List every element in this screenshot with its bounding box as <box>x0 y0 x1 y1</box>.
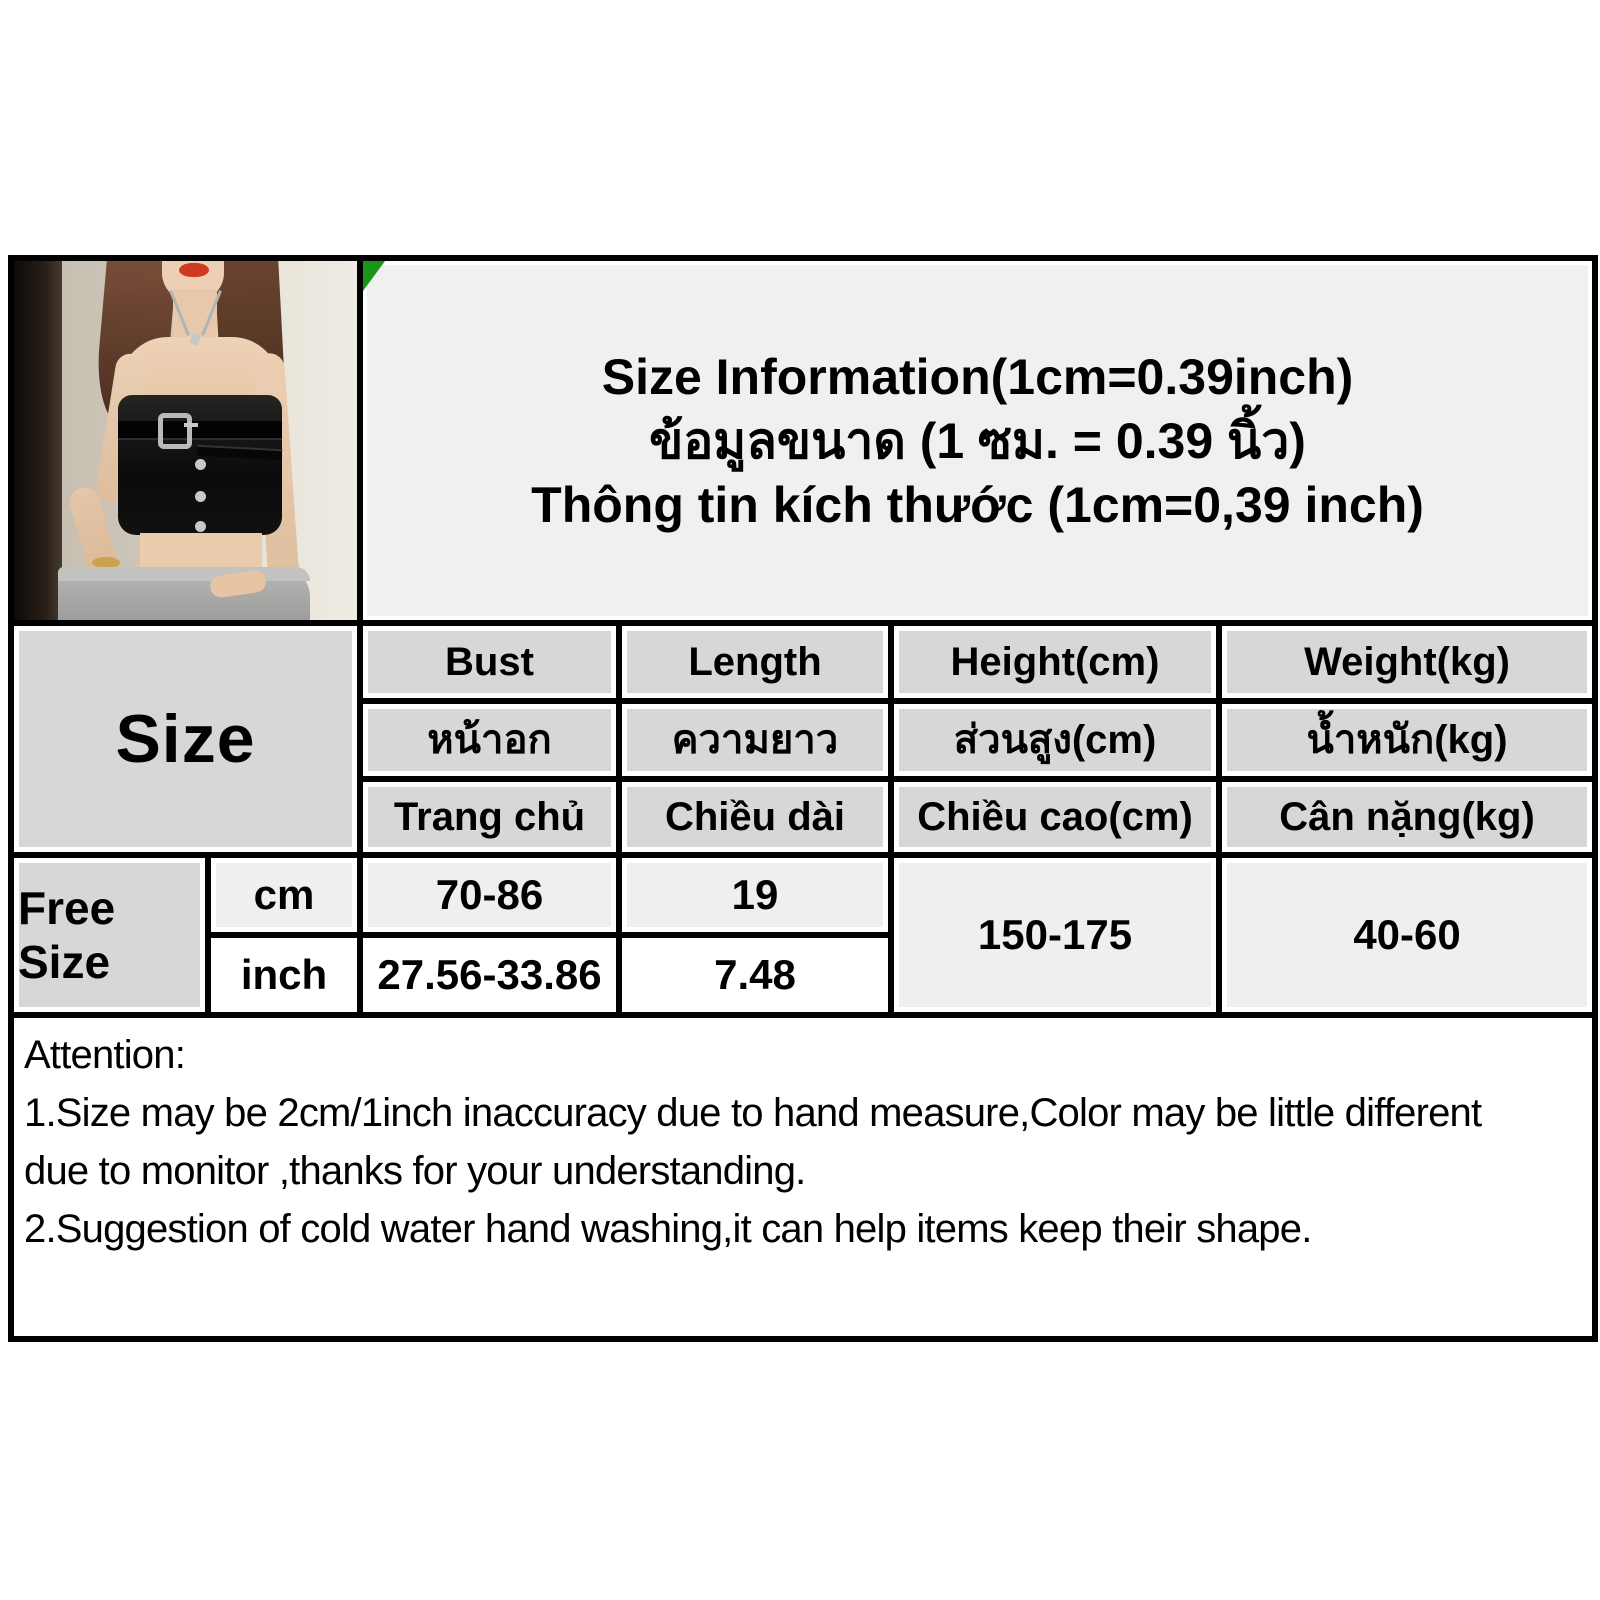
attention-heading: Attention: <box>24 1033 186 1077</box>
bust-header-th: หน้าอก <box>357 698 622 782</box>
model-lips <box>179 264 209 277</box>
weight-header-en: Weight(kg) <box>1215 620 1599 704</box>
table-row: inch 27.56-33.86 7.48 <box>11 932 1595 1018</box>
tube-top-button <box>195 491 206 502</box>
height-range-value: 150-175 <box>888 852 1222 1018</box>
length-cm-value: 19 <box>616 852 894 938</box>
bust-inch-value: 27.56-33.86 <box>357 932 622 1018</box>
green-corner-marker <box>366 264 385 291</box>
weight-range-value: 40-60 <box>1215 852 1599 1018</box>
attention-line: 2.Suggestion of cold water hand washing,… <box>24 1207 1312 1251</box>
attention-line: 1.Size may be 2cm/1inch inaccuracy due t… <box>24 1091 1482 1135</box>
model-bracelet <box>92 557 120 568</box>
height-header-vi: Chiều cao(cm) <box>888 776 1222 858</box>
height-header-th: ส่วนสูง(cm) <box>888 698 1222 782</box>
title-line-vi: Thông tin kích thước (1cm=0,39 inch) <box>531 476 1424 533</box>
length-inch-value: 7.48 <box>616 932 894 1018</box>
product-photo-cell <box>8 255 363 626</box>
size-chart-table: Size Information(1cm=0.39inch) ข้อมูลขนา… <box>7 255 1599 1342</box>
model-midriff <box>140 533 262 573</box>
size-chart-sheet: Size Information(1cm=0.39inch) ข้อมูลขนา… <box>7 255 1599 1342</box>
black-tube-top <box>118 395 283 535</box>
free-size-label: Free Size <box>8 852 211 1018</box>
table-row: Free Size cm 70-86 19 150-175 40-60 <box>8 852 1599 1018</box>
belt-pin <box>184 423 198 427</box>
length-header-vi: Chiều dài <box>616 776 894 858</box>
tube-top-strap <box>196 444 283 461</box>
title-line-en: Size Information(1cm=0.39inch) <box>601 348 1354 405</box>
size-corner-label: Size <box>115 701 256 777</box>
belt-buckle <box>158 413 192 449</box>
title-line-th: ข้อมูลขนาด (1 ซม. = 0.39 นิ้ว) <box>649 412 1306 469</box>
bust-header-vi: Trang chủ <box>357 776 622 858</box>
length-header-th: ความยาว <box>616 698 894 782</box>
attention-line: due to monitor ,thanks for your understa… <box>24 1149 806 1193</box>
pants-waistband <box>58 567 310 581</box>
height-header-en: Height(cm) <box>888 620 1222 704</box>
unit-inch-label: inch <box>205 932 363 1018</box>
bust-header-en: Bust <box>357 620 622 704</box>
title-panel: Size Information(1cm=0.39inch) ข้อมูลขนา… <box>356 255 1599 626</box>
tube-top-button <box>195 521 206 532</box>
length-header-en: Length <box>616 620 894 704</box>
tube-top-button <box>195 459 206 470</box>
weight-header-th: น้ำหนัก(kg) <box>1215 698 1599 782</box>
size-corner-cell: Size <box>8 620 363 858</box>
bust-cm-value: 70-86 <box>357 852 622 938</box>
unit-cm-label: cm <box>205 852 363 938</box>
attention-note: Attention: 1.Size may be 2cm/1inch inacc… <box>7 1012 1599 1342</box>
tube-top-belt <box>118 421 282 440</box>
photo-dark-wall-strip <box>17 264 62 617</box>
weight-header-vi: Cân nặng(kg) <box>1215 776 1599 858</box>
product-photo <box>17 264 354 617</box>
